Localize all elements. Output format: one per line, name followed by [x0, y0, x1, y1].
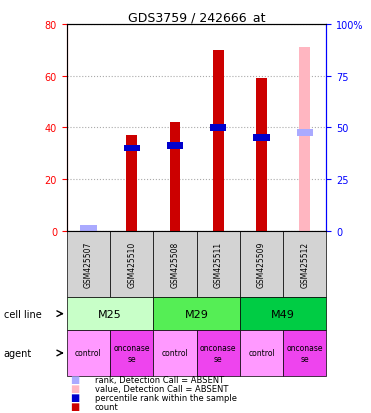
Text: M25: M25: [98, 309, 122, 319]
Text: control: control: [75, 349, 102, 358]
Text: value, Detection Call = ABSENT: value, Detection Call = ABSENT: [95, 384, 228, 393]
Text: onconase
se: onconase se: [114, 344, 150, 363]
Text: M29: M29: [185, 309, 209, 319]
Text: GSM425508: GSM425508: [171, 241, 180, 287]
Bar: [299, 48, 310, 231]
Text: ■: ■: [70, 374, 80, 384]
Bar: [210, 125, 226, 131]
Bar: [110, 330, 153, 376]
Text: agent: agent: [4, 348, 32, 358]
Title: GDS3759 / 242666_at: GDS3759 / 242666_at: [128, 11, 265, 24]
Text: GSM425511: GSM425511: [214, 241, 223, 287]
Bar: [67, 297, 153, 330]
Bar: [153, 231, 197, 297]
Bar: [126, 136, 137, 231]
Bar: [240, 231, 283, 297]
Text: onconase
se: onconase se: [286, 344, 323, 363]
Bar: [253, 135, 270, 142]
Text: GSM425509: GSM425509: [257, 241, 266, 287]
Text: M49: M49: [271, 309, 295, 319]
Text: count: count: [95, 402, 118, 411]
Bar: [240, 297, 326, 330]
Bar: [170, 123, 180, 231]
Bar: [67, 330, 110, 376]
Bar: [124, 145, 140, 152]
Bar: [153, 297, 240, 330]
Bar: [197, 330, 240, 376]
Text: rank, Detection Call = ABSENT: rank, Detection Call = ABSENT: [95, 375, 224, 384]
Text: control: control: [162, 349, 188, 358]
Bar: [297, 130, 313, 136]
Text: GSM425510: GSM425510: [127, 241, 136, 287]
Text: ■: ■: [70, 392, 80, 402]
Text: ■: ■: [70, 401, 80, 411]
Text: GSM425512: GSM425512: [301, 241, 309, 287]
Text: control: control: [248, 349, 275, 358]
Text: GSM425507: GSM425507: [84, 241, 93, 287]
Bar: [67, 231, 110, 297]
Text: percentile rank within the sample: percentile rank within the sample: [95, 393, 237, 402]
Bar: [197, 231, 240, 297]
Text: cell line: cell line: [4, 309, 42, 319]
Bar: [153, 330, 197, 376]
Bar: [80, 225, 96, 232]
Text: onconase
se: onconase se: [200, 344, 237, 363]
Bar: [256, 79, 267, 231]
Bar: [213, 50, 224, 231]
Text: ■: ■: [70, 383, 80, 393]
Bar: [110, 231, 153, 297]
Bar: [283, 231, 326, 297]
Bar: [167, 143, 183, 150]
Bar: [283, 330, 326, 376]
Bar: [240, 330, 283, 376]
